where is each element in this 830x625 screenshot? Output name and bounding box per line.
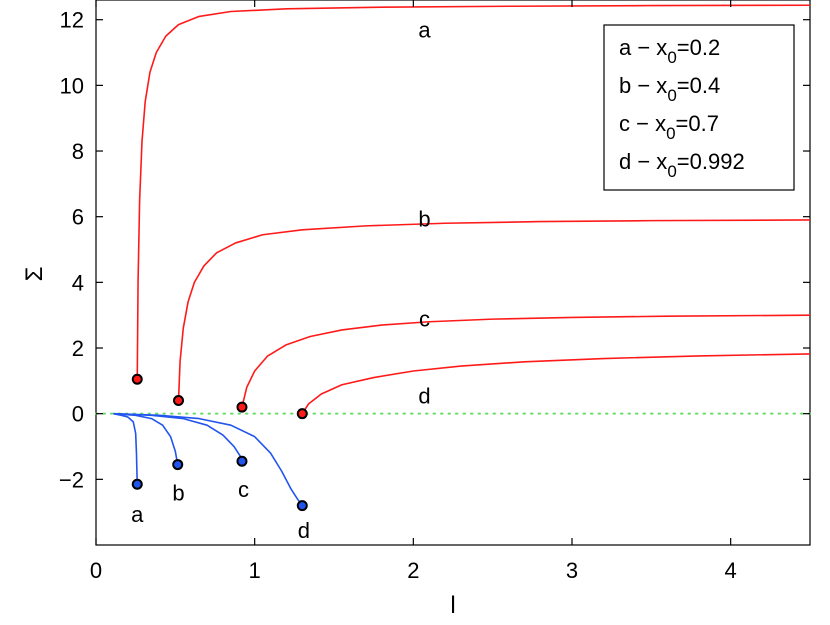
series-upper-d-start-marker: [296, 408, 308, 420]
curve-label-lower-a: a: [131, 502, 144, 527]
series-upper-b-start-marker: [173, 395, 185, 407]
curve-label-upper-d: d: [418, 384, 430, 409]
series-upper-c-start-marker: [236, 401, 248, 413]
series-lower-a-line: [113, 412, 139, 485]
series-layer: [113, 4, 811, 507]
x-tick-label: 1: [249, 558, 261, 583]
series-lower-b-line: [113, 412, 179, 465]
y-tick-label: 12: [60, 8, 84, 33]
x-tick-label: 2: [407, 558, 419, 583]
legend-entry-a: a − x0=0.2: [619, 35, 720, 67]
series-lower-d-line: [113, 412, 303, 507]
series-lower-d-start-marker: [296, 500, 308, 512]
y-tick-label: −2: [59, 467, 84, 492]
series-upper-c-line: [241, 314, 811, 408]
legend: a − x0=0.2 b − x0=0.4 c − x0=0.7 d − x0=0.9…: [603, 24, 795, 191]
curve-label-layer: a b c d a b c d: [131, 18, 431, 544]
y-axis-label: Σ: [21, 267, 48, 282]
curve-label-upper-c: c: [419, 306, 430, 331]
curve-label-upper-a: a: [418, 18, 431, 43]
legend-entry-c: c − x0=0.7: [619, 111, 719, 143]
x-tick-label: 4: [725, 558, 737, 583]
y-tick-label: 2: [72, 336, 84, 361]
curve-label-lower-d: d: [298, 518, 310, 543]
series-lower-b-start-marker: [172, 459, 184, 471]
legend-box: [603, 24, 795, 191]
y-tick-label: 0: [72, 402, 84, 427]
series-lower-c-start-marker: [236, 455, 248, 467]
legend-items: a − x0=0.2 b − x0=0.4 c − x0=0.7 d − x0=0.9…: [619, 35, 745, 181]
curve-label-lower-c: c: [238, 477, 249, 502]
series-upper-d-line: [301, 353, 811, 415]
y-tick-label: 4: [72, 270, 84, 295]
series-upper-b-line: [177, 219, 811, 401]
plot-area-frame: [95, 0, 811, 546]
series-lower-a-start-marker: [131, 478, 143, 490]
y-tick-label: 6: [72, 205, 84, 230]
legend-entry-b: b − x0=0.4: [619, 73, 720, 105]
series-upper-a-line: [136, 4, 811, 380]
x-tick-label: 0: [90, 558, 102, 583]
y-tick-label: 10: [60, 73, 84, 98]
legend-entry-d: d − x0=0.992: [619, 149, 745, 181]
marker-layer: [131, 373, 308, 512]
curve-label-lower-b: b: [172, 480, 184, 505]
x-tick-label: 3: [566, 558, 578, 583]
y-tick-label: 8: [72, 139, 84, 164]
series-upper-a-start-marker: [131, 373, 143, 385]
x-axis-label: l: [450, 592, 455, 619]
curve-label-upper-b: b: [418, 206, 430, 231]
